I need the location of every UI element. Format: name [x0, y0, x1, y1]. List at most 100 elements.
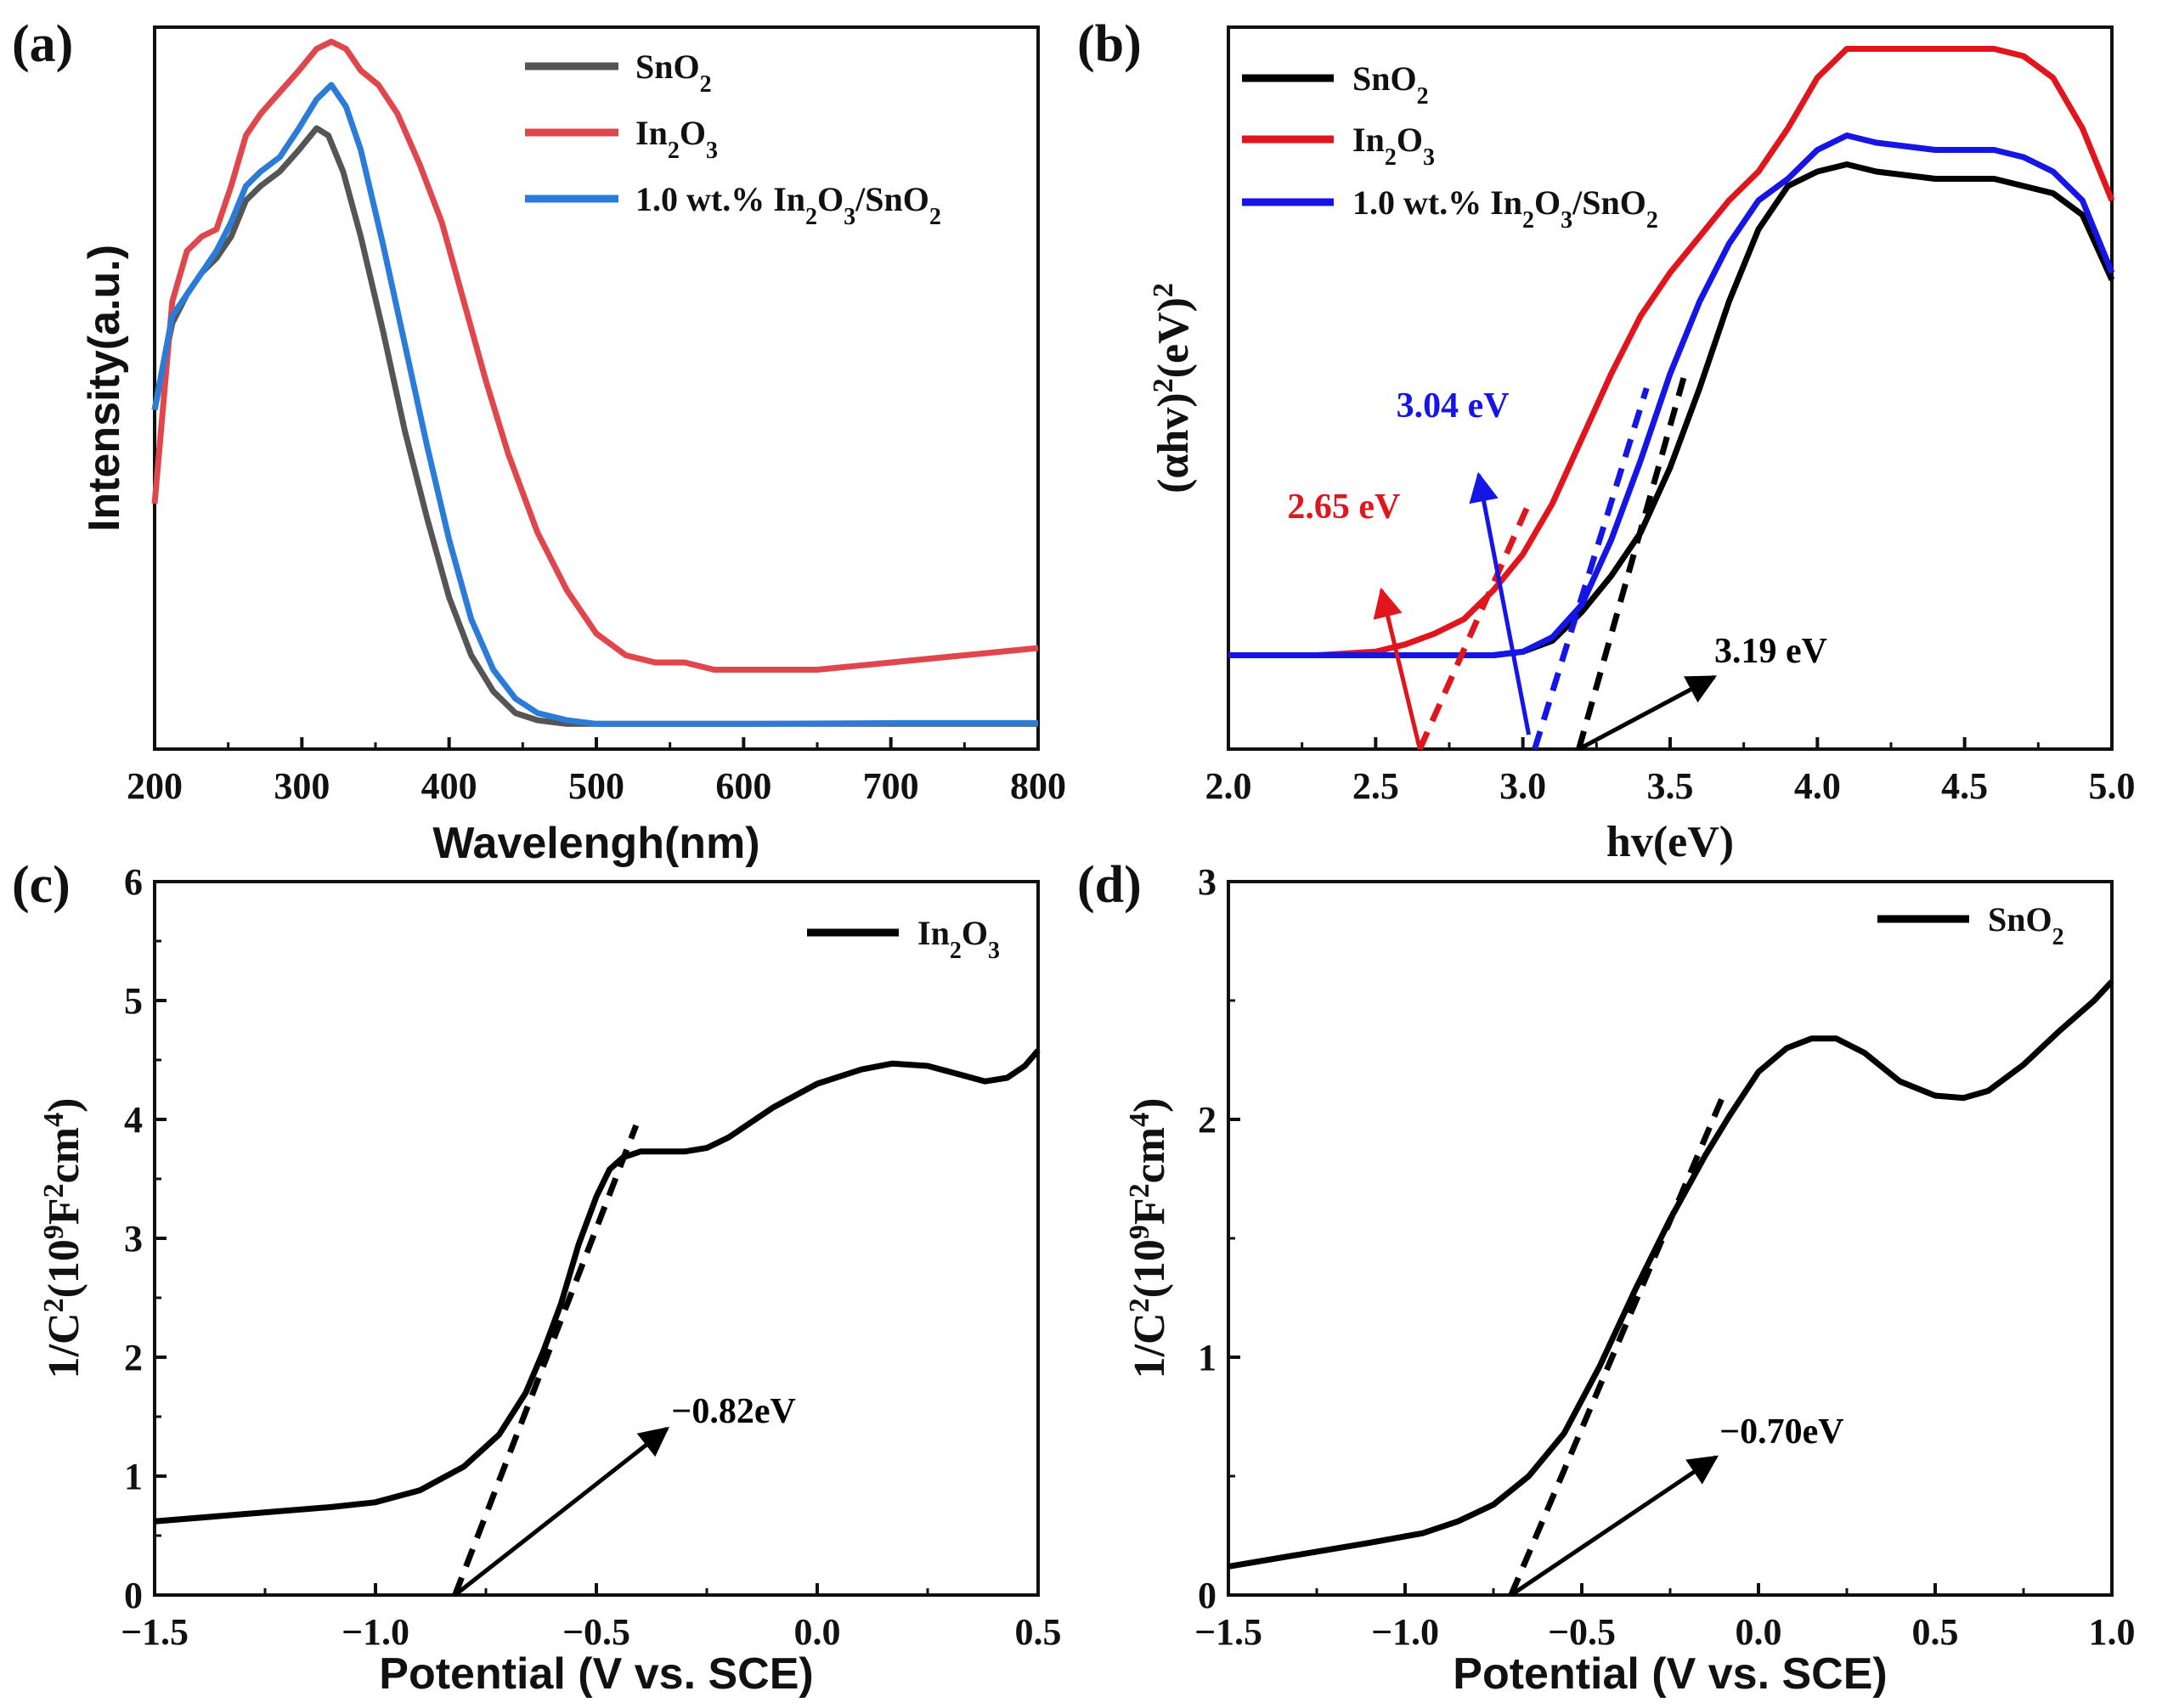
panel-b-legend: SnO2 In2O3 1.0 wt.% In2O3/SnO2	[1242, 59, 1658, 234]
panel-b-x-axis-label: hv(eV)	[1606, 818, 1734, 866]
y-tick-label: 0	[124, 1575, 143, 1616]
annotation-arrow	[454, 1426, 669, 1597]
series-line-sno2	[151, 125, 1038, 727]
panel-b-label: (b)	[1077, 15, 1142, 73]
y-tick-label: 6	[124, 861, 143, 903]
legend-label-sno2: SnO2	[635, 48, 712, 98]
panel-b-annotations: 2.65 eV 3.04 eV 3.19 eV	[1287, 386, 1827, 752]
x-tick-label: 0.5	[1912, 1611, 1959, 1653]
annotation-arrow	[1373, 587, 1422, 750]
x-tick-label: 600	[715, 765, 771, 807]
y-tick-label: 1	[124, 1456, 143, 1497]
panel-d-legend: SnO2	[1877, 900, 2064, 950]
x-tick-label: 1.0	[2089, 1611, 2136, 1653]
series-line-in2o3	[151, 38, 1039, 673]
x-tick-label: −1.0	[342, 1611, 409, 1653]
annotation-label: −0.70eV	[1719, 1412, 1843, 1452]
annotation-label: 3.19 eV	[1714, 632, 1827, 671]
y-tick-label: 4	[124, 1099, 143, 1141]
series-line-sno2	[1228, 979, 2114, 1570]
panel-d: (d) −1.5 −1.0 −0.5 0.0 0.5 1.0 0 1 2 3 −0.70eV Sn…	[1077, 856, 2136, 1699]
x-tick-label: −1.5	[1194, 1611, 1262, 1653]
panel-c-y-axis-label: 1/C2(109F2cm4)	[38, 1098, 89, 1379]
y-tick-label: 3	[124, 1218, 143, 1260]
annotation-label: 2.65 eV	[1287, 488, 1400, 527]
panel-c-x-axis-label: Potential (V vs. SCE)	[379, 1649, 813, 1699]
series-line-in2o3	[1228, 46, 2115, 658]
legend-label-sno2: SnO2	[1988, 900, 2064, 950]
panel-b-y-axis-label: (αhv)2(eV)2	[1148, 283, 1199, 493]
tangent-line	[1508, 1094, 1726, 1597]
panel-c-ticks: −1.5 −1.0 −0.5 0.0 0.5 0 1 2 3 4 5 6	[121, 861, 1062, 1653]
tangent-line	[1532, 386, 1650, 751]
annotation-arrow	[1469, 471, 1532, 736]
x-tick-label: 500	[568, 765, 624, 807]
panel-a-series	[151, 38, 1039, 727]
x-tick-label: 2.5	[1352, 765, 1399, 807]
panel-a-y-axis-label: Intensity(a.u.)	[80, 245, 129, 532]
x-tick-label: 2.0	[1205, 765, 1252, 807]
panel-b-series	[1228, 46, 2115, 658]
panel-d-label: (d)	[1077, 856, 1142, 914]
panel-d-tangent-lines	[1508, 1094, 1726, 1597]
x-tick-label: 4.0	[1794, 765, 1841, 807]
tangent-line	[452, 1124, 640, 1597]
series-line-1-0-wt-in2o3-sno2	[1228, 132, 2115, 658]
x-tick-label: 0.5	[1015, 1611, 1062, 1653]
series-line-in2o3	[154, 1048, 1041, 1525]
y-tick-label: 0	[1198, 1575, 1216, 1616]
panel-b-tangent-lines	[1417, 373, 1688, 751]
x-tick-label: 3.0	[1499, 765, 1546, 807]
panel-c: (c) −1.5 −1.0 −0.5 0.0 0.5 0 1 2 3 4 5 6 −0.82eV In…	[12, 856, 1062, 1699]
panel-c-tangent-lines	[452, 1124, 640, 1597]
x-tick-label: 0.0	[1736, 1611, 1782, 1653]
panel-a-x-ticks: 200 300 400 500 600 700 800	[127, 737, 1066, 807]
series-line-1-0-wt-in2o3-sno2	[151, 82, 1038, 727]
x-tick-label: 0.0	[794, 1611, 841, 1653]
panel-a-x-axis-label: Wavelengh(nm)	[432, 819, 759, 868]
annotation-arrow	[1510, 1455, 1719, 1598]
y-tick-label: 2	[124, 1337, 143, 1378]
y-tick-label: 1	[1198, 1337, 1216, 1378]
annotation-arrow	[1578, 674, 1718, 752]
x-tick-label: 800	[1010, 765, 1066, 807]
panel-a-legend: SnO2 In2O3 1.0 wt.% In2O3/SnO2	[525, 48, 941, 230]
x-tick-label: 200	[127, 765, 183, 807]
panel-d-annotations: −0.70eV	[1510, 1412, 1844, 1598]
panel-a: (a) 200 300 400 500 600 700 800 SnO2 In2O3 1.0…	[12, 15, 1066, 868]
x-tick-label: 4.5	[1941, 765, 1988, 807]
series-line-sno2	[1228, 161, 2115, 658]
panel-a-label: (a)	[12, 15, 73, 73]
tangent-line	[1576, 373, 1688, 750]
legend-label-in2o3: In2O3	[635, 114, 718, 164]
panel-b-x-ticks: 2.0 2.5 3.0 3.5 4.0 4.5 5.0	[1205, 737, 2136, 807]
x-tick-label: 3.5	[1647, 765, 1694, 807]
legend-label-in2o3: In2O3	[917, 914, 1000, 964]
panel-c-label: (c)	[12, 856, 71, 914]
x-tick-label: 300	[274, 765, 330, 807]
panel-c-legend: In2O3	[807, 914, 1000, 964]
x-tick-label: 700	[863, 765, 919, 807]
y-tick-label: 3	[1198, 861, 1216, 903]
legend-label-in2o3: In2O3	[1352, 121, 1435, 171]
annotation-label: 3.04 eV	[1397, 386, 1510, 426]
legend-label-composite: 1.0 wt.% In2O3/SnO2	[1352, 183, 1658, 234]
x-tick-label: −0.5	[562, 1611, 630, 1653]
annotation-label: −0.82eV	[671, 1392, 795, 1431]
y-tick-label: 2	[1198, 1099, 1216, 1141]
panel-d-ticks: −1.5 −1.0 −0.5 0.0 0.5 1.0 0 1 2 3	[1194, 861, 2136, 1653]
x-tick-label: 5.0	[2089, 765, 2136, 807]
tangent-line	[1417, 502, 1532, 751]
x-tick-label: 400	[421, 765, 477, 807]
x-tick-label: −1.5	[121, 1611, 189, 1653]
legend-label-sno2: SnO2	[1352, 59, 1429, 110]
panel-c-series	[154, 1048, 1041, 1525]
y-tick-label: 5	[124, 980, 143, 1022]
panel-b: (b) 2.0 2.5 3.0 3.5 4.0 4.5 5.0 2.65 eV 3.04 eV…	[1077, 15, 2136, 866]
x-tick-label: −0.5	[1548, 1611, 1616, 1653]
panel-c-annotations: −0.82eV	[454, 1392, 796, 1597]
legend-label-composite: 1.0 wt.% In2O3/SnO2	[635, 180, 941, 230]
panel-c-frame	[153, 880, 1040, 1597]
panel-d-y-axis-label: 1/C2(109F2cm4)	[1124, 1098, 1175, 1379]
